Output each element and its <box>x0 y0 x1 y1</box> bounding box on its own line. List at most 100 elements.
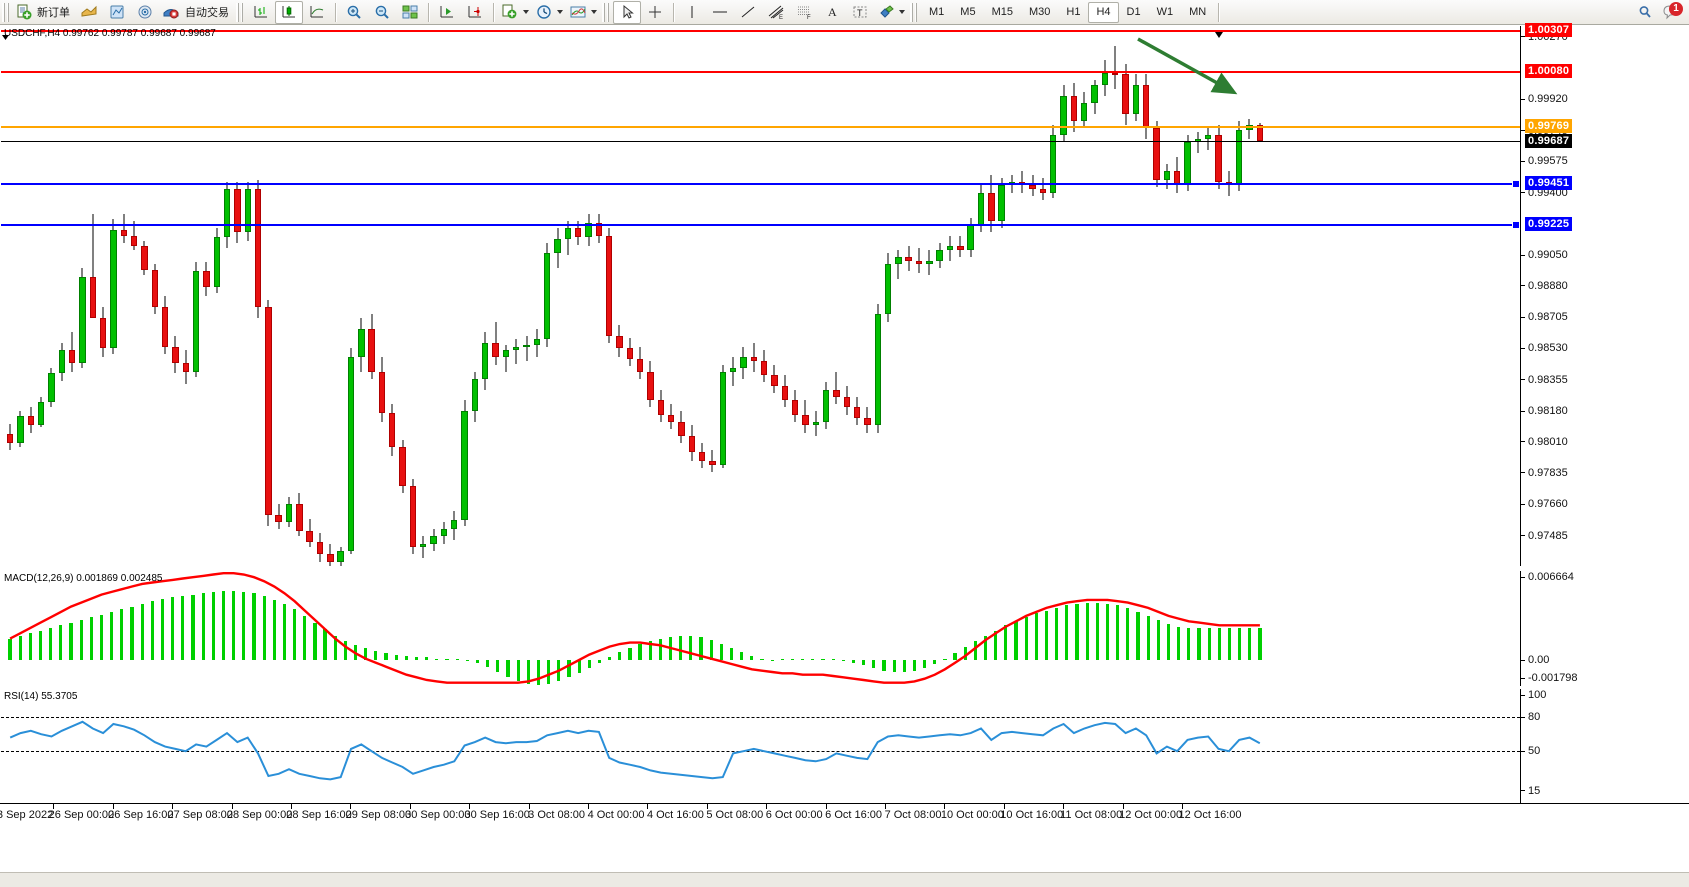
rsi-plot[interactable] <box>1 689 1520 804</box>
price-tick: 0.98880 <box>1521 280 1568 292</box>
text-label-icon[interactable]: T <box>846 1 874 24</box>
level-handle[interactable] <box>1512 220 1520 229</box>
timeframe-mn-button[interactable]: MN <box>1189 6 1207 18</box>
indicators-icon[interactable] <box>75 1 103 24</box>
timeframe-h4-button[interactable]: H4 <box>1088 1 1119 23</box>
toolbar-grip-2[interactable] <box>236 2 244 22</box>
timeframe-group: M1 M5 M15 M30 H1 H4 D1 W1 MN <box>921 1 1214 23</box>
timeframe-m5-button[interactable]: M5 <box>960 6 976 18</box>
drawings-icon[interactable] <box>874 1 908 24</box>
macd-histogram-bar <box>69 622 73 660</box>
notification-count: 1 <box>1669 1 1683 16</box>
level-line-support-upper[interactable] <box>1 183 1520 186</box>
candlestick <box>729 26 737 566</box>
shift-end-icon[interactable] <box>461 1 489 24</box>
level-line-pivot-level[interactable] <box>1 126 1520 129</box>
candlestick <box>667 26 675 566</box>
macd-plot[interactable] <box>1 571 1520 686</box>
price-plot[interactable] <box>1 26 1520 566</box>
candle-body <box>554 239 561 254</box>
toolbar-grip-4[interactable] <box>910 2 918 22</box>
toolbar-separator-5 <box>1218 2 1220 22</box>
candlestick <box>698 26 706 566</box>
bar-chart-icon[interactable] <box>247 1 275 24</box>
chart-area[interactable]: 1.002700.999200.997450.995750.994000.990… <box>0 23 1689 887</box>
drawings-caret-icon[interactable] <box>899 10 905 14</box>
down-trend-arrow[interactable] <box>1 26 1520 566</box>
chart-collapse-icon[interactable] <box>2 28 9 40</box>
timeframe-d1-button[interactable]: D1 <box>1126 6 1141 18</box>
macd-histogram-bar <box>110 611 114 660</box>
timeframe-h1-button[interactable]: H1 <box>1066 6 1081 18</box>
cursor-icon[interactable] <box>613 0 641 24</box>
price-tag-support-upper[interactable]: 0.99451 <box>1525 176 1573 191</box>
level-line-current-price[interactable] <box>1 141 1520 143</box>
macd-histogram-bar <box>1187 627 1191 660</box>
vertical-line-icon[interactable] <box>678 1 706 24</box>
timeframe-m30-button[interactable]: M30 <box>1028 6 1051 18</box>
add-indicator-icon[interactable] <box>498 1 532 24</box>
periods-caret-icon[interactable] <box>557 10 563 14</box>
candle-body <box>482 343 489 379</box>
zoom-out-icon[interactable] <box>368 1 396 24</box>
candle-body <box>802 414 809 426</box>
rsi-tick: 50 <box>1521 745 1540 757</box>
zoom-in-icon[interactable] <box>340 1 368 24</box>
rsi-scale[interactable]: 100 80 50 15 <box>1521 689 1689 804</box>
macd-histogram-bar <box>547 659 551 685</box>
text-icon[interactable]: A <box>818 1 846 24</box>
level-line-support-lower[interactable] <box>1 223 1520 226</box>
candle-body <box>544 253 551 340</box>
equidistant-channel-icon[interactable]: E <box>762 1 790 24</box>
candle-body <box>327 554 334 562</box>
macd-label: MACD(12,26,9) 0.001869 0.002485 <box>4 573 163 584</box>
timeframe-w1-button[interactable]: W1 <box>1156 6 1174 18</box>
tile-windows-icon[interactable] <box>396 1 424 24</box>
data-window-icon[interactable] <box>103 1 131 24</box>
candle-body <box>791 400 799 415</box>
price-scale[interactable]: 1.002700.999200.997450.995750.994000.990… <box>1521 23 1689 566</box>
level-line-resistance-upper[interactable] <box>1 30 1520 33</box>
candlestick <box>657 26 664 566</box>
auto-trading-button[interactable]: 自动交易 <box>159 1 234 24</box>
scroll-end-icon[interactable] <box>433 1 461 24</box>
timeframe-m15-button[interactable]: M15 <box>991 6 1013 18</box>
candle-body <box>513 346 520 351</box>
fibonacci-icon[interactable]: F <box>790 1 818 24</box>
templates-caret-icon[interactable] <box>591 10 597 14</box>
candlestick <box>544 26 551 566</box>
toolbar-grip[interactable] <box>2 2 10 22</box>
price-tag-pivot-level[interactable]: 0.99769 <box>1525 119 1573 134</box>
search-icon[interactable] <box>1631 1 1659 24</box>
new-order-button[interactable]: 新订单 <box>13 1 75 24</box>
candle-body <box>27 416 34 426</box>
main-toolbar: 新订单 自动交易 <box>0 0 1689 25</box>
toolbar-grip-3[interactable] <box>602 2 610 22</box>
macd-histogram-bar <box>414 657 419 660</box>
price-tag-resistance-upper[interactable]: 1.00307 <box>1525 23 1573 38</box>
macd-histogram-bar <box>79 619 83 660</box>
level-handle[interactable] <box>1512 180 1520 189</box>
timeframe-m1-button[interactable]: M1 <box>929 6 945 18</box>
candlestick <box>6 26 14 566</box>
price-tag-current-price[interactable]: 0.99687 <box>1525 134 1573 149</box>
candle-body <box>1081 103 1088 121</box>
notifications-icon[interactable]: 1 <box>1659 1 1683 23</box>
horizontal-line-icon[interactable] <box>706 1 734 24</box>
macd-scale[interactable]: 0.006664 0.00 -0.001798 <box>1521 571 1689 686</box>
line-chart-icon[interactable] <box>303 1 331 24</box>
add-indicator-caret-icon[interactable] <box>523 10 529 14</box>
signals-icon[interactable] <box>131 1 159 24</box>
candle-wick <box>526 335 528 361</box>
macd-histogram-bar <box>404 655 408 660</box>
price-tag-resistance-lower[interactable]: 1.00080 <box>1525 63 1573 78</box>
price-tag-support-lower[interactable]: 0.99225 <box>1525 216 1573 231</box>
level-line-resistance-lower[interactable] <box>1 70 1520 73</box>
crosshair-icon[interactable] <box>641 1 669 24</box>
candle-wick <box>711 450 713 472</box>
periods-icon[interactable] <box>532 1 566 24</box>
templates-icon[interactable] <box>566 1 600 24</box>
trendline-icon[interactable] <box>734 1 762 24</box>
candlestick-icon[interactable] <box>275 0 303 24</box>
